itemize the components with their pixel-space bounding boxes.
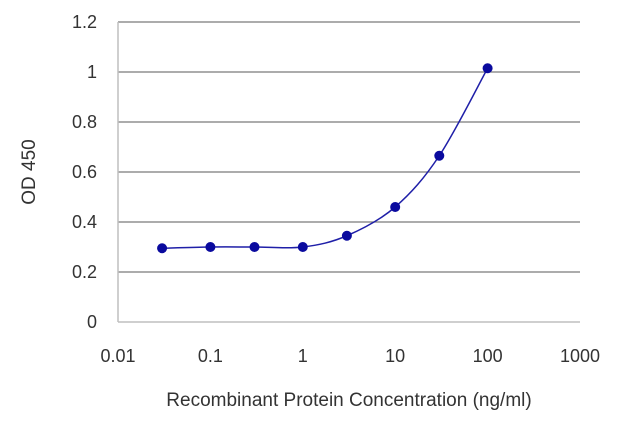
y-tick-label: 0.6 bbox=[72, 162, 97, 182]
y-tick-label: 1 bbox=[87, 62, 97, 82]
data-point bbox=[341, 230, 352, 241]
gridlines bbox=[118, 21, 580, 273]
x-tick-labels: 0.01 0.1 1 10 100 1000 bbox=[100, 346, 600, 366]
x-tick-label: 10 bbox=[385, 346, 405, 366]
x-tick-label: 0.01 bbox=[100, 346, 135, 366]
x-tick-label: 0.1 bbox=[198, 346, 223, 366]
x-tick-label: 1000 bbox=[560, 346, 600, 366]
x-tick-label: 100 bbox=[473, 346, 503, 366]
y-tick-label: 0 bbox=[87, 312, 97, 332]
data-points bbox=[157, 63, 493, 254]
data-point bbox=[434, 150, 445, 161]
y-tick-label: 0.2 bbox=[72, 262, 97, 282]
x-tick-label: 1 bbox=[298, 346, 308, 366]
data-point bbox=[297, 242, 308, 252]
data-point bbox=[390, 202, 401, 212]
y-tick-label: 0.4 bbox=[72, 212, 97, 232]
y-tick-label: 0.8 bbox=[72, 112, 97, 132]
y-axis-title: OD 450 bbox=[19, 139, 40, 204]
x-axis-title: Recombinant Protein Concentration (ng/ml… bbox=[166, 390, 531, 411]
data-point bbox=[157, 243, 168, 254]
data-point bbox=[205, 242, 216, 252]
y-tick-labels: 0 0.2 0.4 0.6 0.8 1 1.2 bbox=[72, 12, 97, 332]
data-point bbox=[482, 63, 493, 74]
y-tick-label: 1.2 bbox=[72, 12, 97, 32]
data-point bbox=[249, 242, 260, 252]
